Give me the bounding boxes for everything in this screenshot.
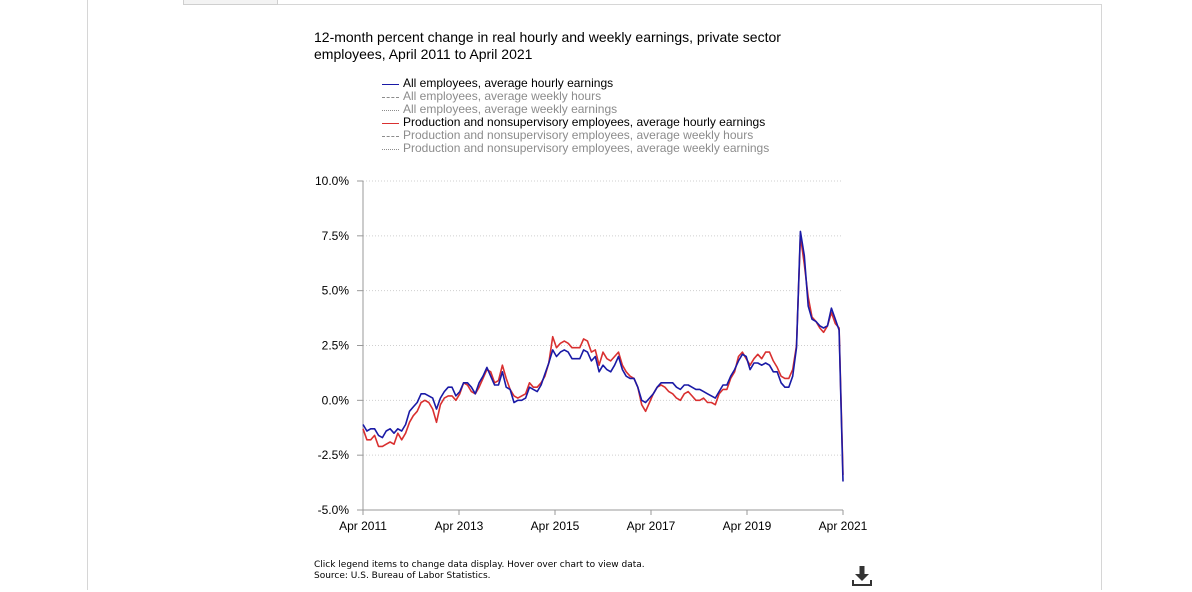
- y-tick-label: -2.5%: [318, 448, 350, 462]
- tab-stub[interactable]: [183, 0, 278, 5]
- panel-right-border: [1101, 4, 1102, 590]
- legend-swatch: [382, 149, 399, 150]
- download-button[interactable]: [850, 565, 874, 587]
- download-icon: [852, 566, 872, 586]
- legend-label: Production and nonsupervisory employees,…: [403, 115, 766, 129]
- y-tick-label: 10.0%: [315, 174, 349, 188]
- x-tick-label: Apr 2021: [819, 519, 868, 533]
- y-tick-label: 5.0%: [322, 284, 350, 298]
- legend-label: All employees, average hourly earnings: [403, 76, 614, 90]
- legend-label: All employees, average weekly earnings: [403, 102, 618, 116]
- x-tick-label: Apr 2013: [435, 519, 484, 533]
- legend-label: Production and nonsupervisory employees,…: [403, 128, 754, 142]
- x-tick-label: Apr 2011: [339, 519, 387, 533]
- instructions-text: Click legend items to change data displa…: [314, 560, 645, 570]
- legend-swatch: [382, 136, 399, 137]
- legend-item[interactable]: Production and nonsupervisory employees,…: [382, 116, 769, 129]
- y-tick-label: 2.5%: [322, 339, 350, 353]
- x-tick-label: Apr 2017: [627, 519, 676, 533]
- legend-label: All employees, average weekly hours: [403, 89, 602, 103]
- source-text: Source: U.S. Bureau of Labor Statistics.: [314, 571, 491, 581]
- x-tick-label: Apr 2019: [723, 519, 772, 533]
- y-tick-label: 7.5%: [322, 229, 350, 243]
- y-tick-label: -5.0%: [318, 503, 350, 517]
- legend-item[interactable]: Production and nonsupervisory employees,…: [382, 142, 769, 155]
- legend-item[interactable]: All employees, average weekly hours: [382, 90, 769, 103]
- legend-item[interactable]: Production and nonsupervisory employees,…: [382, 129, 769, 142]
- chart-notes: Click legend items to change data displa…: [314, 560, 645, 582]
- y-tick-label: 0.0%: [322, 393, 350, 407]
- x-tick-label: Apr 2015: [531, 519, 580, 533]
- legend-label: Production and nonsupervisory employees,…: [403, 141, 770, 155]
- page-left-border: [87, 0, 88, 590]
- series-line: [362, 230, 844, 482]
- legend-swatch: [382, 84, 399, 85]
- chart-title: 12-month percent change in real hourly a…: [314, 29, 781, 62]
- legend-swatch: [382, 110, 399, 111]
- legend-swatch: [382, 97, 399, 98]
- legend-swatch: [382, 123, 399, 124]
- panel-top-border: [183, 4, 1101, 5]
- chart-legend: All employees, average hourly earnings Al…: [382, 77, 769, 155]
- legend-item[interactable]: All employees, average weekly earnings: [382, 103, 769, 116]
- legend-item[interactable]: All employees, average hourly earnings: [382, 77, 769, 90]
- series-line: [362, 235, 844, 475]
